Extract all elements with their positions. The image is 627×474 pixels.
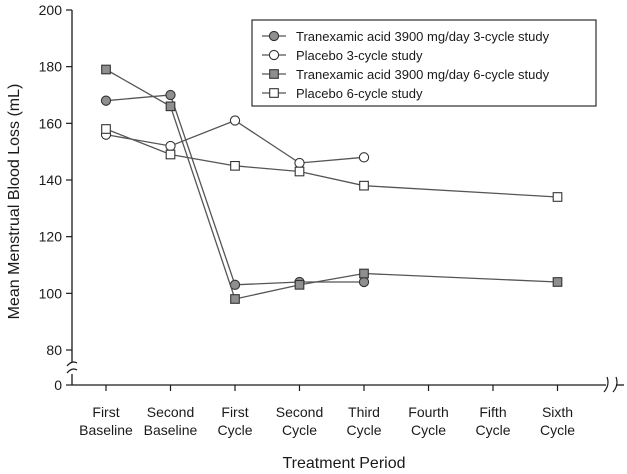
x-tick-label: Baseline — [79, 422, 133, 438]
x-tick-label: Second — [276, 404, 323, 420]
y-tick-label: 100 — [39, 285, 63, 301]
data-point — [294, 166, 305, 177]
x-tick-label: Sixth — [542, 404, 573, 420]
data-point — [294, 157, 305, 169]
legend-entry: Placebo 3-cycle study — [296, 48, 423, 63]
labels: Treatment Period Mean Menstrual Blood Los… — [6, 84, 406, 472]
x-tick-label: Cycle — [411, 422, 446, 438]
data-point — [359, 180, 369, 191]
series-line — [105, 119, 365, 164]
series-3 — [101, 64, 563, 304]
y-tick-label: 180 — [39, 59, 63, 75]
data-point — [359, 268, 369, 279]
x-axis-break-mark — [612, 376, 618, 393]
legend-entry: Tranexamic acid 3900 mg/day 6-cycle stud… — [296, 67, 550, 82]
legend: Tranexamic acid 3900 mg/day 3-cycle stud… — [251, 19, 597, 107]
data-point — [358, 152, 370, 163]
series-2 — [100, 115, 370, 169]
x-tick-label: Cycle — [346, 422, 381, 438]
x-tick-label: Third — [348, 404, 380, 420]
data-point — [165, 101, 176, 112]
legend-marker — [268, 49, 280, 61]
series-layer — [100, 64, 563, 304]
y-axis-break-mark — [66, 368, 78, 374]
legend-entry: Placebo 6-cycle study — [296, 86, 423, 101]
series-4 — [101, 124, 563, 202]
y-tick-label: 160 — [39, 115, 63, 131]
y-tick-label: 120 — [39, 229, 63, 245]
y-axis-break-mark — [66, 361, 78, 367]
x-tick-label: Cycle — [282, 422, 317, 438]
data-point — [165, 89, 176, 101]
axes: 0 80 100 120 140 160 180 200 First Baseline Second… — [39, 2, 624, 438]
series-line — [105, 128, 558, 198]
data-point — [552, 277, 563, 287]
x-axis-break-mark — [603, 376, 609, 393]
y-tick-label: 140 — [39, 172, 63, 188]
y-axis-title: Mean Menstrual Blood Loss (mL) — [6, 84, 23, 320]
x-tick-label: First — [221, 404, 248, 420]
legend-marker — [269, 88, 279, 98]
legend-marker — [269, 69, 279, 79]
x-tick-label: Cycle — [540, 422, 575, 438]
series-line — [105, 68, 558, 300]
x-tick-label: Second — [147, 404, 194, 420]
data-point — [230, 160, 240, 171]
x-tick-label: Baseline — [144, 422, 198, 438]
data-point — [358, 276, 370, 288]
data-point — [552, 192, 563, 202]
data-point — [229, 115, 241, 126]
y-tick-label: 0 — [54, 377, 62, 393]
data-point — [165, 149, 176, 160]
x-tick-label: Fifth — [479, 404, 506, 420]
data-point — [101, 64, 111, 75]
legend-box — [251, 19, 597, 107]
x-tick-label: Cycle — [217, 422, 252, 438]
data-point — [165, 140, 176, 152]
x-tick-label: Fourth — [408, 404, 448, 420]
data-point — [100, 95, 112, 106]
legend-entry: Tranexamic acid 3900 mg/day 3-cycle stud… — [296, 29, 550, 44]
x-tick-label: Cycle — [475, 422, 510, 438]
data-point — [294, 279, 305, 290]
legend-marker — [268, 30, 280, 42]
x-tick-label: First — [92, 404, 119, 420]
x-axis-title: Treatment Period — [282, 455, 405, 472]
y-tick-label: 200 — [39, 2, 63, 18]
y-tick-label: 80 — [46, 342, 62, 358]
data-point — [230, 294, 240, 304]
data-point — [101, 124, 111, 134]
